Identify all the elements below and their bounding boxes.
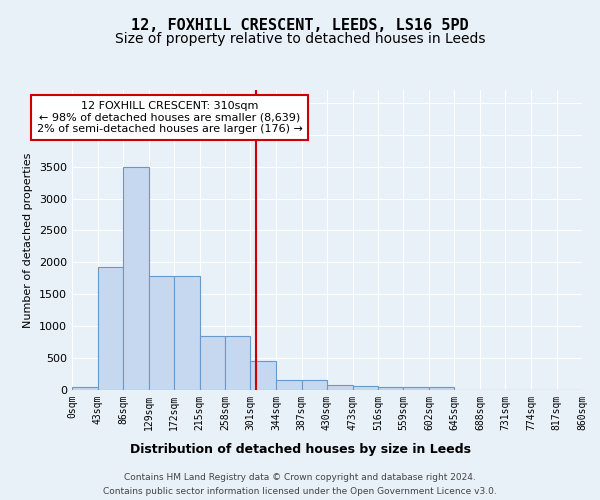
Bar bbox=[429, 387, 455, 390]
Bar bbox=[353, 386, 378, 390]
Text: Contains HM Land Registry data © Crown copyright and database right 2024.: Contains HM Land Registry data © Crown c… bbox=[124, 472, 476, 482]
Bar bbox=[174, 276, 199, 390]
Text: Size of property relative to detached houses in Leeds: Size of property relative to detached ho… bbox=[115, 32, 485, 46]
Y-axis label: Number of detached properties: Number of detached properties bbox=[23, 152, 34, 328]
Bar bbox=[403, 387, 429, 390]
Bar bbox=[123, 167, 149, 390]
Bar bbox=[199, 336, 225, 390]
Text: Distribution of detached houses by size in Leeds: Distribution of detached houses by size … bbox=[130, 442, 470, 456]
Bar bbox=[327, 385, 353, 390]
Text: Contains public sector information licensed under the Open Government Licence v3: Contains public sector information licen… bbox=[103, 488, 497, 496]
Bar bbox=[276, 380, 302, 390]
Bar bbox=[378, 387, 403, 390]
Text: 12 FOXHILL CRESCENT: 310sqm
← 98% of detached houses are smaller (8,639)
2% of s: 12 FOXHILL CRESCENT: 310sqm ← 98% of det… bbox=[37, 101, 303, 134]
Bar bbox=[72, 388, 97, 390]
Bar bbox=[251, 362, 276, 390]
Text: 12, FOXHILL CRESCENT, LEEDS, LS16 5PD: 12, FOXHILL CRESCENT, LEEDS, LS16 5PD bbox=[131, 18, 469, 32]
Bar bbox=[302, 380, 327, 390]
Bar bbox=[97, 268, 123, 390]
Bar bbox=[149, 276, 174, 390]
Bar bbox=[225, 336, 251, 390]
